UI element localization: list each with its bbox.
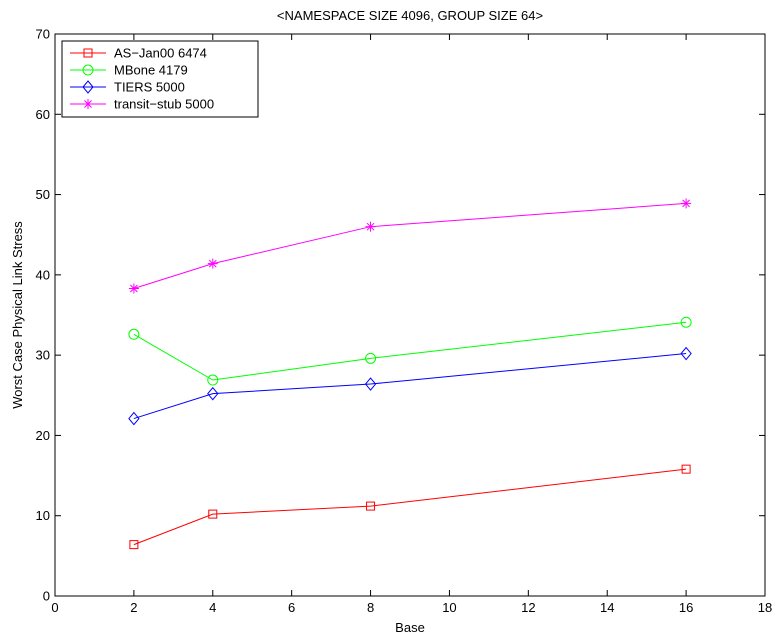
x-tick-label: 2 — [130, 600, 137, 615]
asterisk-stroke — [84, 100, 92, 108]
data-point — [207, 386, 219, 401]
legend-label: transit−stub 5000 — [114, 97, 214, 112]
data-point — [208, 509, 218, 519]
asterisk-stroke — [366, 222, 375, 231]
legend-label: AS−Jan00 6474 — [114, 46, 207, 61]
data-point — [207, 258, 218, 269]
y-tick-label: 20 — [36, 428, 50, 443]
asterisk-stroke — [208, 259, 217, 268]
data-point — [366, 501, 376, 511]
series-0 — [129, 464, 691, 550]
legend-item: transit−stub 5000 — [70, 97, 214, 112]
data-point — [207, 374, 219, 386]
legend-marker — [82, 80, 94, 94]
y-tick-label: 70 — [36, 27, 50, 42]
data-point — [365, 352, 377, 364]
y-tick-label: 40 — [36, 267, 50, 282]
series-line — [133, 353, 687, 420]
x-tick-label: 0 — [51, 600, 58, 615]
data-point — [128, 328, 140, 340]
asterisk-stroke — [130, 284, 138, 293]
chart-title: <NAMESPACE SIZE 4096, GROUP SIZE 64> — [277, 8, 543, 23]
legend-item: MBone 4179 — [70, 63, 188, 78]
x-tick-label: 18 — [758, 600, 772, 615]
legend: AS−Jan00 6474 MBone 4179 TIERS 5000 transit… — [61, 40, 259, 118]
y-axis-label: Worst Case Physical Link Stress — [10, 221, 25, 409]
y-tick-label: 50 — [36, 187, 50, 202]
data-point — [681, 464, 691, 474]
x-tick-label: 12 — [521, 600, 535, 615]
legend-item: AS−Jan00 6474 — [70, 46, 207, 61]
legend-marker — [83, 48, 93, 58]
series-layer — [128, 198, 692, 550]
series-1 — [128, 316, 692, 386]
series-3 — [128, 198, 692, 294]
plot-area — [54, 33, 766, 597]
y-tick-label: 10 — [36, 508, 50, 523]
data-point — [128, 283, 139, 294]
legend-item: TIERS 5000 — [70, 80, 185, 95]
data-point — [128, 411, 140, 426]
y-tick-label: 60 — [36, 107, 50, 122]
data-point — [680, 316, 692, 328]
y-tick-label: 30 — [36, 348, 50, 363]
series-line — [133, 321, 687, 381]
x-axis-label: Base — [395, 620, 425, 635]
legend-label: TIERS 5000 — [114, 80, 185, 95]
series-2 — [128, 346, 692, 426]
x-tick-label: 14 — [600, 600, 614, 615]
data-point — [365, 221, 376, 232]
x-tick-label: 4 — [209, 600, 216, 615]
axes: 0 2 4 6 8 10 12 14 16 18 0 10 20 30 40 50 60 70 — [36, 27, 773, 616]
data-point — [364, 377, 377, 391]
series-line — [133, 468, 687, 546]
x-tick-label: 8 — [367, 600, 374, 615]
legend-marker — [83, 99, 93, 109]
data-point — [681, 198, 692, 209]
asterisk-stroke — [682, 199, 690, 208]
legend-label: MBone 4179 — [114, 63, 188, 78]
data-point — [129, 540, 139, 550]
y-tick-label: 0 — [43, 589, 50, 604]
legend-marker — [82, 64, 94, 76]
series-line — [133, 202, 687, 289]
data-point — [680, 346, 692, 361]
x-tick-label: 16 — [679, 600, 693, 615]
x-tick-label: 10 — [442, 600, 456, 615]
x-tick-label: 6 — [288, 600, 295, 615]
